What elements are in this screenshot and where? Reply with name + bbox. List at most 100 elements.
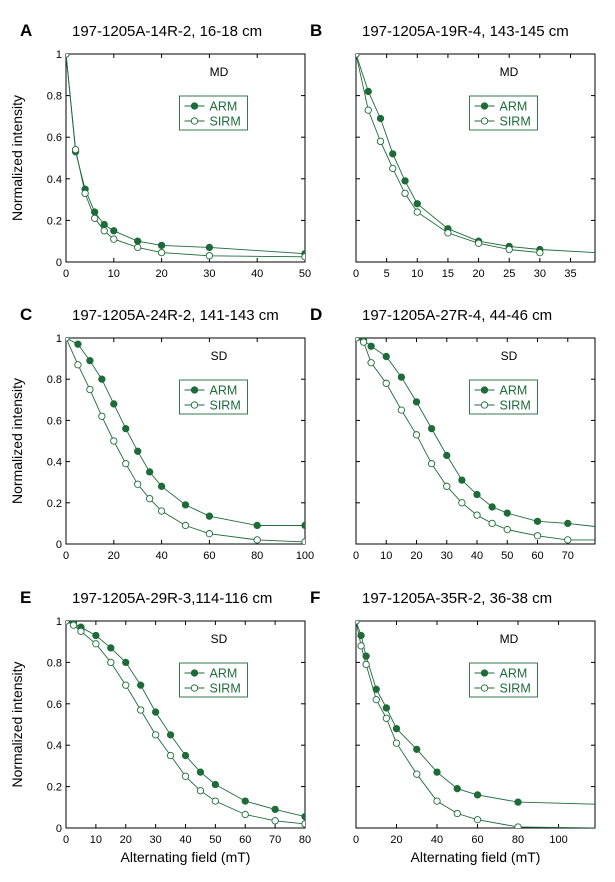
legend-label: ARM	[210, 100, 238, 114]
series-arm	[66, 621, 305, 821]
series-arm	[356, 621, 595, 806]
legend-marker	[480, 117, 489, 125]
data-point-sirm	[389, 164, 397, 173]
data-point-sirm	[98, 412, 106, 420]
data-point-arm	[145, 468, 154, 476]
x-tick-label: 40	[471, 550, 483, 562]
data-point-arm	[397, 373, 406, 381]
plot-frame	[355, 337, 596, 545]
data-point-sirm	[145, 495, 154, 503]
x-tick-label: 70	[269, 834, 281, 846]
series-line-sirm	[66, 621, 305, 825]
y-axis-label: Normalized intensity	[9, 95, 25, 221]
x-tick-label: 20	[410, 550, 422, 562]
data-point-arm	[413, 200, 421, 208]
legend-marker	[480, 401, 489, 409]
data-point-arm	[92, 631, 100, 640]
data-point-sirm	[271, 817, 279, 825]
data-point-sirm	[356, 54, 360, 58]
legend-box	[469, 379, 538, 415]
chart-panel-c: C 197-1205A-24R-2, 141-143 cm0 20 40 60 80 100…	[9, 305, 314, 562]
series-sirm	[66, 338, 305, 544]
domain-annotation: SD	[211, 349, 228, 363]
x-tick-label: 30	[441, 550, 453, 562]
data-point-sirm	[397, 406, 406, 414]
data-point-arm	[107, 644, 115, 652]
data-point-sirm	[137, 706, 145, 714]
data-point-arm	[181, 751, 190, 760]
data-point-arm	[110, 400, 118, 408]
series-line-sirm	[356, 338, 595, 541]
legend-marker	[190, 386, 199, 394]
data-point-sirm	[196, 787, 205, 795]
plot-frame	[65, 337, 306, 545]
legend-label: ARM	[500, 100, 528, 114]
data-point-sirm	[382, 379, 390, 387]
data-point-sirm	[74, 361, 82, 369]
data-point-sirm	[376, 137, 385, 146]
data-point-arm	[392, 724, 401, 733]
x-tick-label: 0	[353, 550, 359, 562]
legend-marker	[190, 102, 199, 110]
data-point-arm	[157, 482, 166, 490]
series-line-arm	[66, 621, 305, 818]
data-point-arm	[211, 780, 220, 789]
y-tick-label: 0.6	[47, 132, 62, 144]
x-tick-label: 70	[562, 550, 574, 562]
data-point-sirm	[100, 227, 108, 235]
x-tick-label: 50	[299, 268, 311, 280]
x-tick-label: 20	[155, 268, 167, 280]
legend-label: ARM	[210, 384, 238, 398]
x-axis-label: Alternating field (mT)	[121, 849, 251, 865]
legend-box	[469, 95, 538, 131]
data-point-arm	[301, 521, 305, 530]
data-point-sirm	[92, 640, 100, 648]
data-point-sirm	[503, 525, 511, 534]
x-tick-label: 0	[63, 550, 69, 562]
y-tick-label: 0.4	[47, 740, 62, 752]
data-point-arm	[364, 87, 372, 96]
data-point-sirm	[205, 252, 214, 260]
x-tick-label: 60	[471, 834, 483, 846]
data-point-sirm	[166, 751, 175, 760]
data-point-sirm	[205, 530, 214, 538]
data-point-sirm	[211, 797, 220, 805]
x-tick-label: 100	[549, 834, 567, 846]
chart-panel-e: E 197-1205A-29R-3,114-116 cm0 10 20 30 40 50 60…	[9, 588, 311, 865]
data-point-sirm	[86, 385, 94, 394]
chart-title: 197-1205A-29R-3,114-116 cm	[72, 590, 272, 607]
legend-label: SIRM	[500, 682, 531, 696]
y-tick-label: 0.8	[47, 91, 62, 103]
data-point-arm	[367, 342, 375, 350]
data-point-arm	[389, 150, 397, 158]
x-tick-label: 20	[108, 550, 120, 562]
data-point-sirm	[66, 54, 70, 58]
data-point-sirm	[151, 731, 160, 739]
x-tick-label: 25	[503, 268, 515, 280]
data-point-sirm	[533, 532, 542, 540]
data-point-sirm	[359, 338, 368, 346]
data-point-sirm	[122, 460, 130, 468]
x-tick-label: 60	[239, 834, 251, 846]
data-point-sirm	[107, 658, 115, 667]
data-point-sirm	[181, 521, 190, 530]
y-tick-label: 1	[56, 333, 62, 345]
x-tick-label: 80	[299, 834, 311, 846]
data-point-sirm	[458, 499, 466, 507]
x-tick-label: 5	[384, 268, 390, 280]
chart-panel-a: A 197-1205A-14R-2, 16-18 cm 0 10 20 30 40 50 0 0.…	[9, 21, 311, 280]
legend-marker	[480, 684, 489, 692]
data-point-sirm	[253, 536, 261, 544]
domain-annotation: MD	[500, 65, 519, 79]
y-axis-label: Normalized intensity	[9, 661, 25, 787]
x-tick-label: 15	[442, 268, 454, 280]
x-tick-label: 30	[203, 268, 215, 280]
y-tick-label: 1	[56, 616, 62, 628]
panel-letter: B	[310, 21, 322, 40]
data-point-arm	[86, 357, 94, 365]
